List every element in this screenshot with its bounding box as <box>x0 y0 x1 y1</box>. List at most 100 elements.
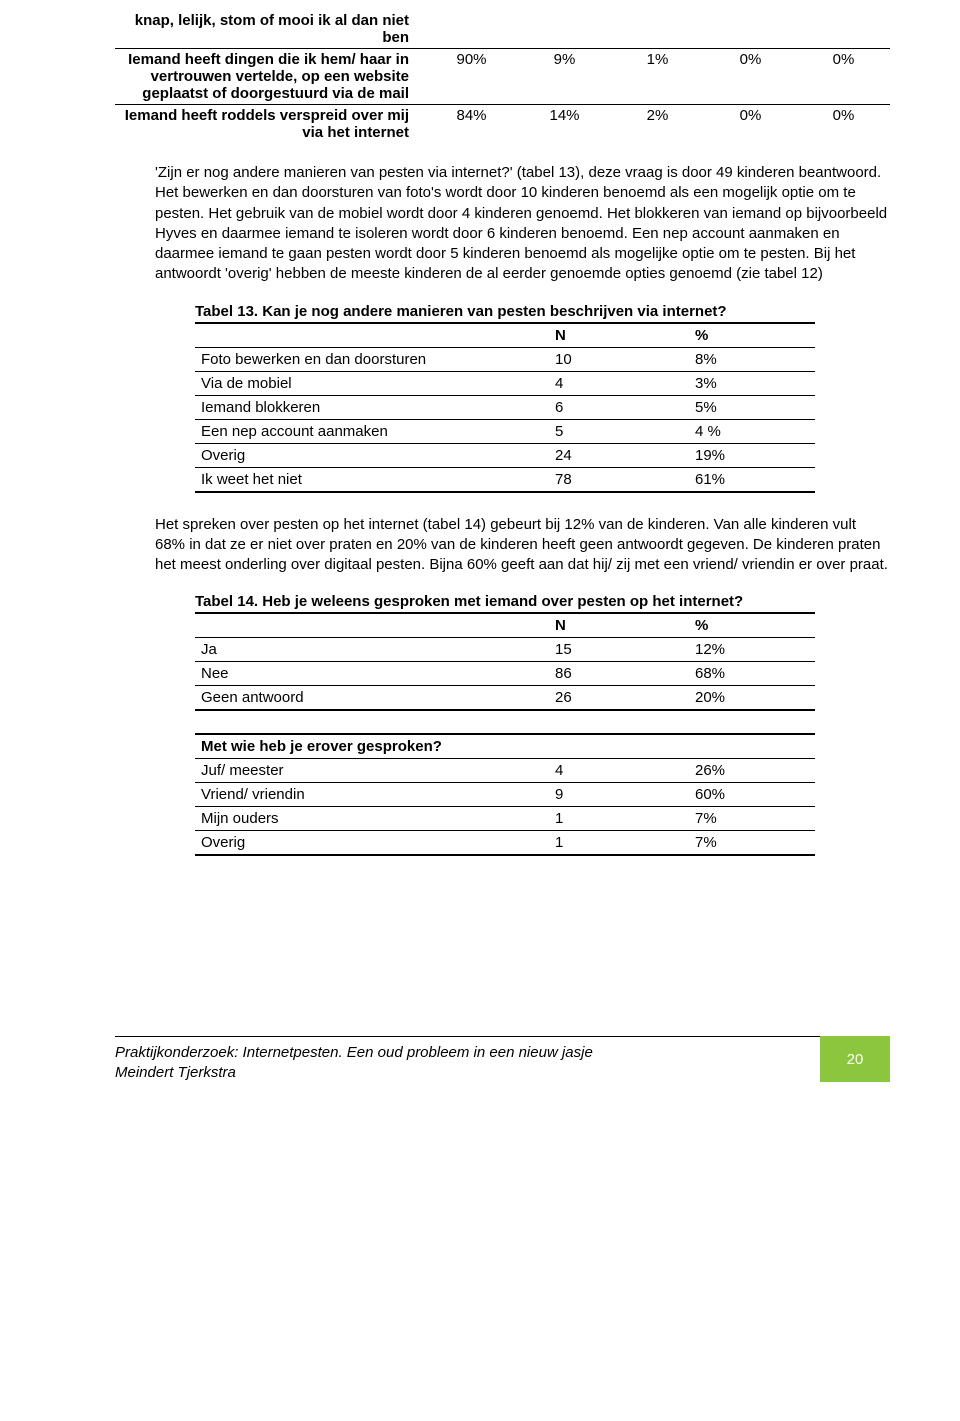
cell <box>518 10 611 49</box>
header-cell: N <box>455 323 635 348</box>
cell: 4 % <box>635 419 815 443</box>
cell: 9% <box>518 49 611 105</box>
cell: 9 <box>455 783 635 807</box>
cell: 10 <box>455 347 635 371</box>
header-cell: % <box>635 613 815 638</box>
table14b-wrap: Met wie heb je erover gesproken? Juf/ me… <box>195 733 890 856</box>
footer-line1: Praktijkonderzoek: Internetpesten. Een o… <box>115 1044 593 1061</box>
cell: 78 <box>455 467 635 492</box>
table14a: N % Ja 15 12% Nee 86 68% Geen antwoord 2… <box>195 612 815 711</box>
table14b-caption: Met wie heb je erover gesproken? <box>195 734 815 759</box>
cell: 1% <box>611 49 704 105</box>
cell: 6 <box>455 395 635 419</box>
cell: 7% <box>635 831 815 856</box>
table-row: Een nep account aanmaken 5 4 % <box>195 419 815 443</box>
cell: 20% <box>635 686 815 711</box>
table13-wrap: Tabel 13. Kan je nog andere manieren van… <box>195 303 890 493</box>
table-row: Foto bewerken en dan doorsturen 10 8% <box>195 347 815 371</box>
row-label: Iemand heeft dingen die ik hem/ haar in … <box>115 49 425 105</box>
top-continuation-table: knap, lelijk, stom of mooi ik al dan nie… <box>115 10 890 143</box>
table-row: Vriend/ vriendin 9 60% <box>195 783 815 807</box>
cell: Iemand blokkeren <box>195 395 455 419</box>
cell: 15 <box>455 638 635 662</box>
cell: Via de mobiel <box>195 371 455 395</box>
header-cell <box>195 323 455 348</box>
page-number-box: 20 <box>820 1036 890 1082</box>
table-row: Ja 15 12% <box>195 638 815 662</box>
paragraph-2: Het spreken over pesten op het internet … <box>155 515 890 576</box>
table13: N % Foto bewerken en dan doorsturen 10 8… <box>195 322 815 493</box>
cell: 14% <box>518 105 611 144</box>
cell: 1 <box>455 807 635 831</box>
cell: 7% <box>635 807 815 831</box>
cell: 68% <box>635 662 815 686</box>
cell: 1 <box>455 831 635 856</box>
cell: Ik weet het niet <box>195 467 455 492</box>
cell: Ja <box>195 638 455 662</box>
row-label: knap, lelijk, stom of mooi ik al dan nie… <box>115 10 425 49</box>
cell: Foto bewerken en dan doorsturen <box>195 347 455 371</box>
cell: 26% <box>635 759 815 783</box>
page-footer: Praktijkonderzoek: Internetpesten. Een o… <box>115 1036 890 1082</box>
table-row: Overig 1 7% <box>195 831 815 856</box>
cell: 8% <box>635 347 815 371</box>
cell <box>425 10 518 49</box>
cell: 5% <box>635 395 815 419</box>
table-row: Iemand blokkeren 6 5% <box>195 395 815 419</box>
table-row: Overig 24 19% <box>195 443 815 467</box>
table-row: Iemand heeft dingen die ik hem/ haar in … <box>115 49 890 105</box>
header-row: N % <box>195 323 815 348</box>
header-row: N % <box>195 613 815 638</box>
page-number: 20 <box>847 1051 864 1068</box>
cell: Juf/ meester <box>195 759 455 783</box>
table13-caption: Tabel 13. Kan je nog andere manieren van… <box>195 303 890 320</box>
page: knap, lelijk, stom of mooi ik al dan nie… <box>0 0 960 1102</box>
cell: 86 <box>455 662 635 686</box>
cell: Nee <box>195 662 455 686</box>
footer-line2: Meindert Tjerkstra <box>115 1064 236 1081</box>
cell: 12% <box>635 638 815 662</box>
cell: 0% <box>704 105 797 144</box>
table-row: Ik weet het niet 78 61% <box>195 467 815 492</box>
cell: 4 <box>455 371 635 395</box>
table-row: Nee 86 68% <box>195 662 815 686</box>
cell: 84% <box>425 105 518 144</box>
table-row: Juf/ meester 4 26% <box>195 759 815 783</box>
cell: 2% <box>611 105 704 144</box>
cell <box>611 10 704 49</box>
cell: Vriend/ vriendin <box>195 783 455 807</box>
table-row: Mijn ouders 1 7% <box>195 807 815 831</box>
cell: 60% <box>635 783 815 807</box>
header-cell: N <box>455 613 635 638</box>
header-cell <box>195 613 455 638</box>
cell: Overig <box>195 443 455 467</box>
cell <box>797 10 890 49</box>
footer-text: Praktijkonderzoek: Internetpesten. Een o… <box>115 1036 820 1082</box>
cell: Een nep account aanmaken <box>195 419 455 443</box>
row-label: Iemand heeft roddels verspreid over mij … <box>115 105 425 144</box>
cell: 61% <box>635 467 815 492</box>
cell: 0% <box>797 49 890 105</box>
cell <box>704 10 797 49</box>
cell: 4 <box>455 759 635 783</box>
cell: 90% <box>425 49 518 105</box>
cell: 5 <box>455 419 635 443</box>
cell: Mijn ouders <box>195 807 455 831</box>
table-row: Geen antwoord 26 20% <box>195 686 815 711</box>
table14a-caption: Tabel 14. Heb je weleens gesproken met i… <box>195 593 890 610</box>
cell: 26 <box>455 686 635 711</box>
cell: Overig <box>195 831 455 856</box>
paragraph-1: 'Zijn er nog andere manieren van pesten … <box>155 163 890 285</box>
cell: 3% <box>635 371 815 395</box>
table14b: Met wie heb je erover gesproken? Juf/ me… <box>195 733 815 856</box>
cell: 19% <box>635 443 815 467</box>
cell: 0% <box>704 49 797 105</box>
header-row: Met wie heb je erover gesproken? <box>195 734 815 759</box>
cell: 24 <box>455 443 635 467</box>
table14a-wrap: Tabel 14. Heb je weleens gesproken met i… <box>195 593 890 711</box>
cell: Geen antwoord <box>195 686 455 711</box>
table-row: knap, lelijk, stom of mooi ik al dan nie… <box>115 10 890 49</box>
table-row: Via de mobiel 4 3% <box>195 371 815 395</box>
cell: 0% <box>797 105 890 144</box>
header-cell: % <box>635 323 815 348</box>
